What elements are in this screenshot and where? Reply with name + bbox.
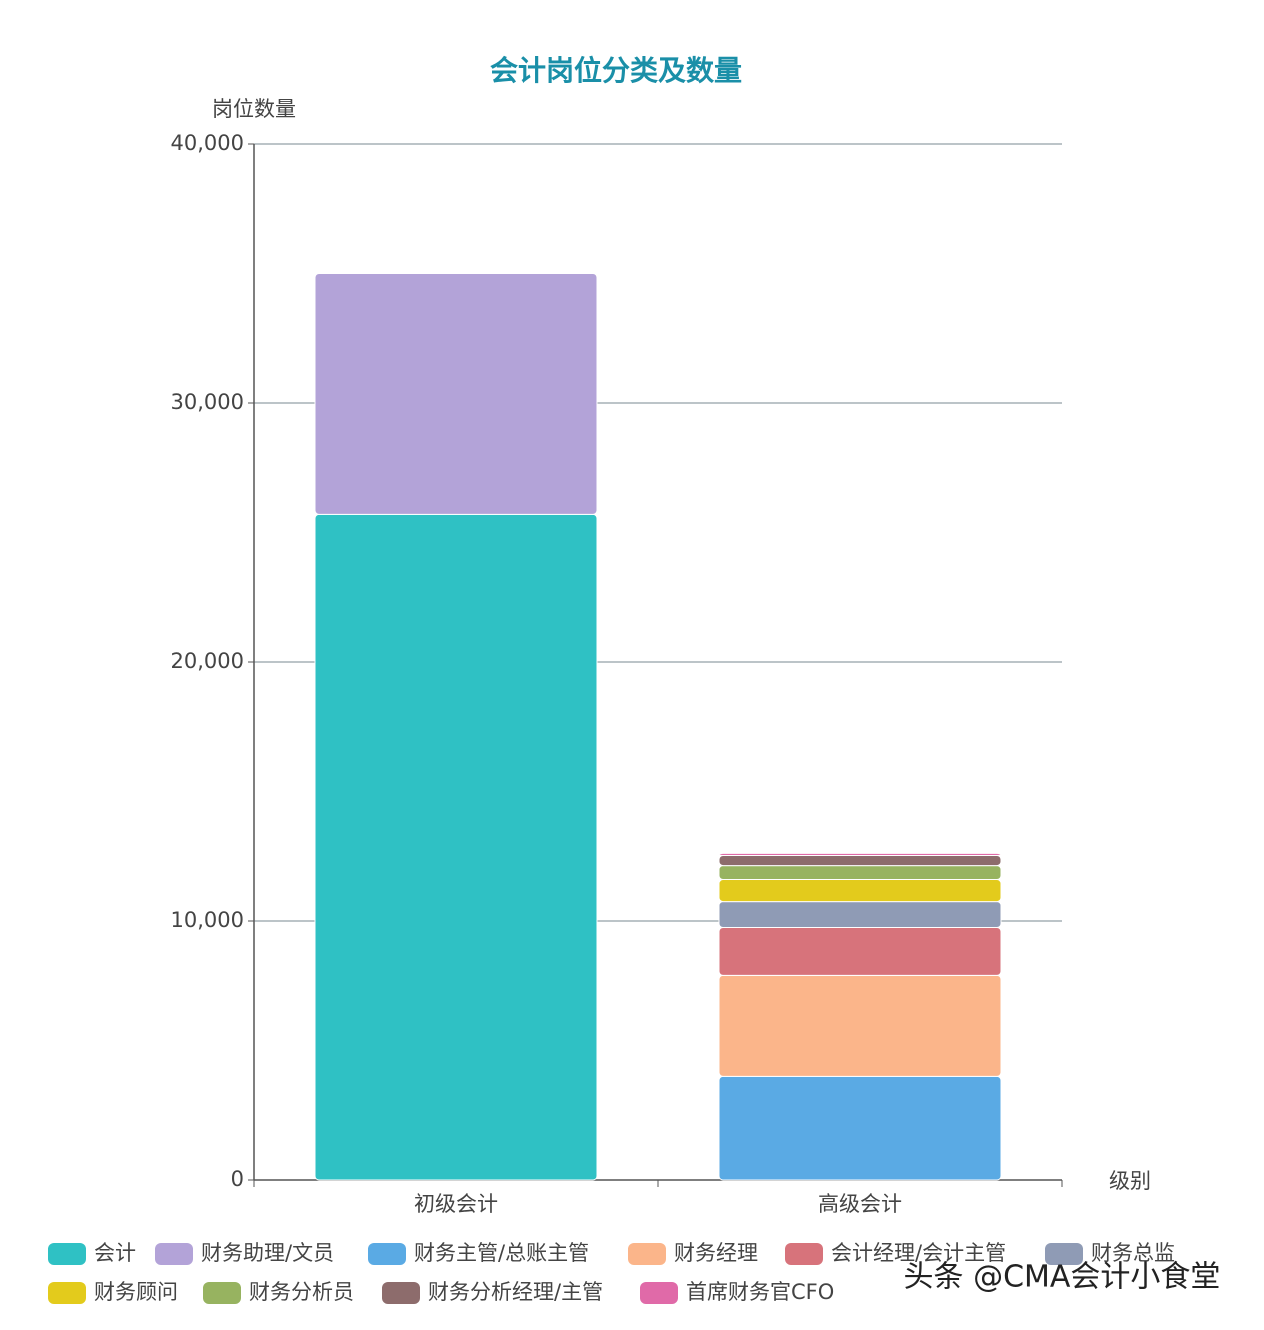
- legend-label: 财务经理: [674, 1241, 758, 1265]
- legend-item: 财务经理: [628, 1241, 758, 1265]
- legend-swatch: [203, 1282, 241, 1304]
- bar-segment: [718, 901, 1002, 928]
- legend-label: 财务主管/总账主管: [414, 1241, 589, 1265]
- legend-item: 财务助理/文员: [155, 1241, 334, 1265]
- x-tick-label: 初级会计: [414, 1192, 498, 1216]
- legend-swatch: [640, 1282, 678, 1304]
- legend-item: 财务分析经理/主管: [382, 1280, 603, 1304]
- bar-segment: [314, 273, 598, 515]
- y-tick-label: 0: [231, 1167, 244, 1191]
- legend-swatch: [155, 1243, 193, 1265]
- legend-swatch: [48, 1282, 86, 1304]
- y-tick-label: 40,000: [171, 131, 244, 155]
- bar-segment: [718, 854, 1002, 867]
- legend-item: 会计: [48, 1241, 136, 1265]
- bar-segment: [718, 865, 1002, 881]
- legend-swatch: [628, 1243, 666, 1265]
- legend-label: 会计经理/会计主管: [831, 1241, 1006, 1265]
- legend-item: 会计经理/会计主管: [785, 1241, 1006, 1265]
- legend-label: 会计: [94, 1241, 136, 1265]
- legend-swatch: [382, 1282, 420, 1304]
- legend-swatch: [1045, 1243, 1083, 1265]
- y-tick-label: 20,000: [171, 649, 244, 673]
- y-tick-label: 10,000: [171, 908, 244, 932]
- bar-segment: [718, 879, 1002, 903]
- legend-swatch: [48, 1243, 86, 1265]
- bar-segment: [718, 926, 1002, 976]
- bar-segment: [718, 1075, 1002, 1181]
- legend-label: 首席财务官CFO: [686, 1280, 834, 1304]
- x-axis-label: 级别: [1109, 1169, 1151, 1193]
- watermark: 头条 @CMA会计小食堂: [904, 1260, 1221, 1295]
- chart-title: 会计岗位分类及数量: [490, 54, 742, 87]
- bar-segment: [718, 852, 1002, 856]
- legend-item: 财务主管/总账主管: [368, 1241, 589, 1265]
- legend-item: 财务总监: [1045, 1241, 1175, 1265]
- bar-segment: [314, 513, 598, 1181]
- legend-label: 财务顾问: [94, 1280, 178, 1304]
- bar-segment: [718, 974, 1002, 1077]
- legend-label: 财务分析经理/主管: [428, 1280, 603, 1304]
- legend-label: 财务总监: [1091, 1241, 1175, 1265]
- y-tick-label: 30,000: [171, 390, 244, 414]
- legend-label: 财务助理/文员: [201, 1241, 334, 1265]
- legend-item: 财务顾问: [48, 1280, 178, 1304]
- x-tick-label: 高级会计: [818, 1192, 902, 1216]
- legend-label: 财务分析员: [249, 1280, 354, 1304]
- y-axis-label: 岗位数量: [212, 97, 296, 121]
- legend-swatch: [785, 1243, 823, 1265]
- legend-item: 财务分析员: [203, 1280, 354, 1304]
- legend-item: 首席财务官CFO: [640, 1280, 834, 1304]
- legend-swatch: [368, 1243, 406, 1265]
